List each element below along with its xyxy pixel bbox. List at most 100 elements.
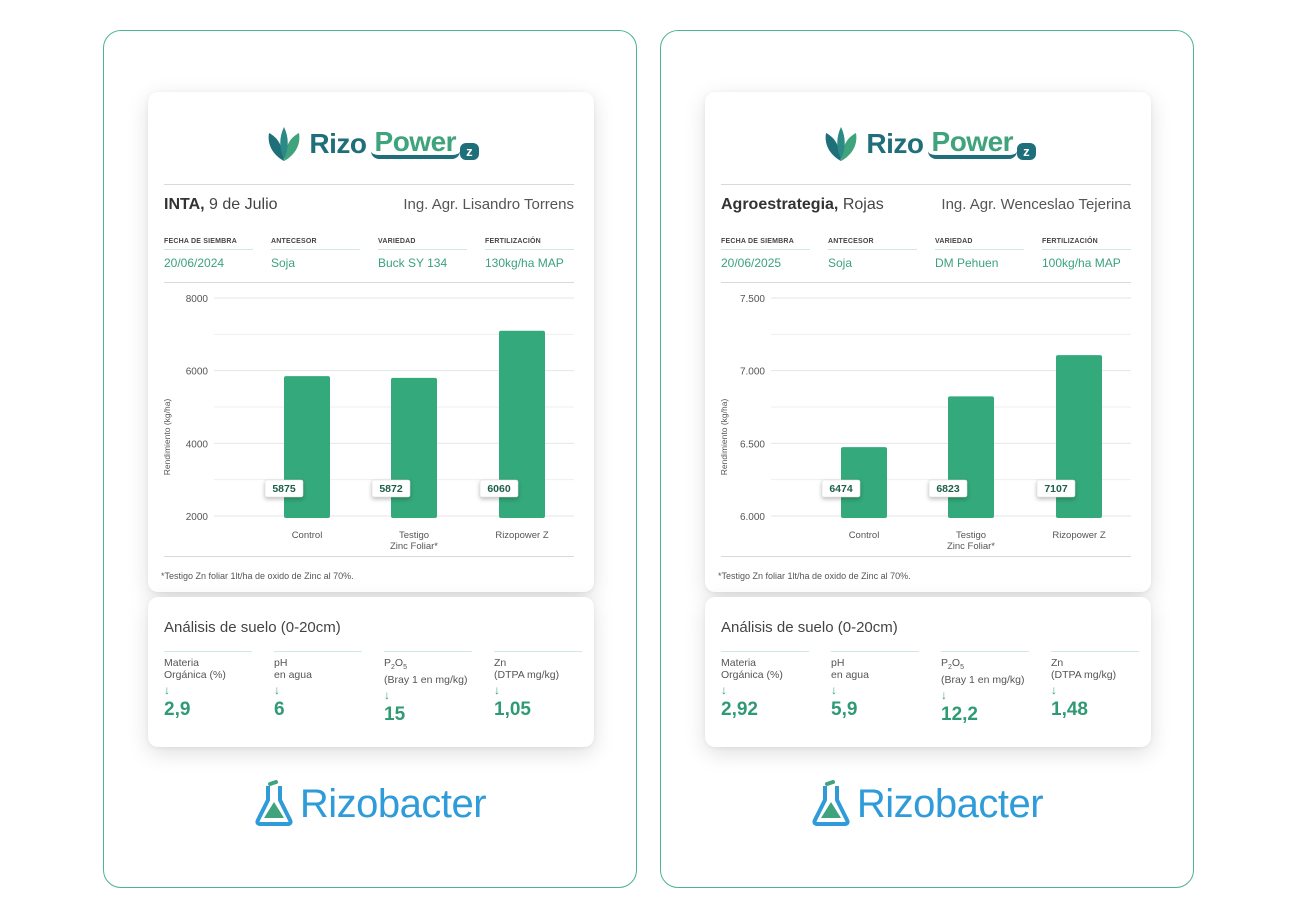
soil-analysis-card: Análisis de suelo (0-20cm) Materia Orgáni… bbox=[148, 597, 594, 747]
x-tick-label: Rizopower Z bbox=[495, 530, 549, 541]
soil-value: 15 bbox=[384, 704, 406, 726]
logo-badge-z: z bbox=[460, 142, 479, 160]
soil-label: Materia bbox=[164, 657, 200, 669]
meta-item: FECHA DE SIEMBRA 20/06/2025 bbox=[721, 238, 810, 282]
arrow-down-icon: ↓ bbox=[494, 683, 500, 697]
data-label: 6823 bbox=[936, 483, 960, 495]
meta-item: ANTECESOR Soja bbox=[828, 238, 917, 282]
data-label-box bbox=[928, 479, 968, 498]
soil-sublabel: en agua bbox=[274, 669, 312, 681]
brand-text: Rizobacter bbox=[299, 781, 487, 826]
soil-label: Zn bbox=[494, 657, 507, 669]
meta-label: VARIEDAD bbox=[378, 238, 467, 250]
soil-sublabel: (DTPA mg/kg) bbox=[1051, 669, 1117, 681]
y-axis-label: Rendimiento (kg/ha) bbox=[162, 399, 172, 476]
meta-value: Soja bbox=[828, 256, 853, 270]
y-axis-label: Rendimiento (kg/ha) bbox=[719, 399, 729, 476]
soil-sublabel: Orgánica (%) bbox=[721, 669, 783, 681]
soil-label: pH bbox=[274, 657, 288, 669]
meta-label: ANTECESOR bbox=[828, 238, 917, 250]
soil-label: Materia bbox=[721, 657, 757, 669]
flask-logo-icon bbox=[812, 780, 850, 826]
location-name: INTA, bbox=[164, 196, 205, 213]
meta-value: Buck SY 134 bbox=[378, 256, 448, 270]
soil-label: P2O5 bbox=[384, 657, 407, 672]
y-tick-label: 8000 bbox=[186, 294, 209, 305]
data-label: 6060 bbox=[487, 483, 511, 495]
soil-item: Zn (DTPA mg/kg) ↓ 1,48 bbox=[1051, 651, 1139, 726]
meta-item: FECHA DE SIEMBRA 20/06/2024 bbox=[164, 238, 253, 282]
soil-sublabel: Orgánica (%) bbox=[164, 669, 226, 681]
trial-card: Rizo Power z Agroestrategia, Rojas Ing. … bbox=[705, 92, 1151, 592]
location-name: Agroestrategia, bbox=[721, 196, 839, 213]
soil-value: 6 bbox=[274, 699, 285, 720]
chart-footnote: *Testigo Zn foliar 1lt/ha de oxido de Zi… bbox=[161, 571, 354, 581]
meta-item: FERTILIZACIÓN 130kg/ha MAP bbox=[485, 238, 574, 282]
soil-item: pH en agua ↓ 5,9 bbox=[831, 651, 919, 726]
soil-title: Análisis de suelo (0-20cm) bbox=[164, 619, 341, 636]
divider bbox=[164, 282, 574, 283]
meta-label: ANTECESOR bbox=[271, 238, 360, 250]
chart-footnote: *Testigo Zn foliar 1lt/ha de oxido de Zi… bbox=[718, 571, 911, 581]
meta-value: DM Pehuen bbox=[935, 256, 999, 270]
meta-item: VARIEDAD Buck SY 134 bbox=[378, 238, 467, 282]
y-tick-label: 7.000 bbox=[740, 367, 765, 378]
x-tick-label: Control bbox=[849, 530, 880, 541]
soil-sublabel: (Bray 1 en mg/kg) bbox=[384, 674, 468, 687]
location-row: Agroestrategia, Rojas Ing. Agr. Wencesla… bbox=[721, 196, 1131, 220]
soil-item: Zn (DTPA mg/kg) ↓ 1,05 bbox=[494, 651, 582, 726]
arrow-down-icon: ↓ bbox=[384, 688, 390, 703]
soil-value: 2,9 bbox=[164, 699, 191, 720]
brand-text: Rizobacter bbox=[856, 781, 1044, 826]
report-panel-1: Rizo Power z INTA, 9 de Julio Ing. Agr. … bbox=[103, 30, 637, 888]
rizobacter-brand: Rizobacter bbox=[104, 779, 636, 829]
trial-meta: FECHA DE SIEMBRA 20/06/2025 ANTECESOR Soja V… bbox=[721, 238, 1131, 282]
yield-bar-chart: 6.000 6.500 7.000 7.500 Rendimiento (kg/ha) 6… bbox=[719, 294, 1131, 552]
engineer-name: Ing. Agr. Wenceslao Tejerina bbox=[941, 196, 1131, 213]
meta-value: 20/06/2024 bbox=[164, 256, 225, 270]
data-label-box bbox=[264, 479, 304, 498]
data-label: 7107 bbox=[1044, 483, 1068, 495]
x-tick-label: Zinc Foliar* bbox=[947, 541, 995, 552]
soil-sublabel: en agua bbox=[831, 669, 869, 681]
bar bbox=[1056, 355, 1102, 518]
soil-value: 2,92 bbox=[721, 699, 758, 720]
x-tick-label: Testigo bbox=[956, 530, 986, 541]
y-tick-label: 6000 bbox=[186, 367, 209, 378]
meta-label: VARIEDAD bbox=[935, 238, 1024, 250]
soil-sublabel: (DTPA mg/kg) bbox=[494, 669, 560, 681]
rizopower-logo: Rizo Power z bbox=[148, 124, 594, 164]
logo-badge-z: z bbox=[1017, 142, 1036, 160]
location-city: Rojas bbox=[838, 196, 884, 213]
meta-label: FECHA DE SIEMBRA bbox=[721, 238, 810, 250]
meta-value: 20/06/2025 bbox=[721, 256, 782, 270]
rizobacter-brand: Rizobacter bbox=[661, 779, 1193, 829]
meta-value: 100kg/ha MAP bbox=[1042, 256, 1121, 270]
meta-label: FECHA DE SIEMBRA bbox=[164, 238, 253, 250]
trial-location: Agroestrategia, Rojas bbox=[721, 196, 884, 214]
trial-card: Rizo Power z INTA, 9 de Julio Ing. Agr. … bbox=[148, 92, 594, 592]
location-row: INTA, 9 de Julio Ing. Agr. Lisandro Torr… bbox=[164, 196, 574, 220]
x-tick-label: Zinc Foliar* bbox=[390, 541, 438, 552]
flask-logo-icon bbox=[255, 780, 293, 826]
data-label: 5872 bbox=[379, 483, 403, 495]
logo-text-rizo: Rizo bbox=[866, 128, 924, 159]
divider bbox=[721, 556, 1131, 557]
trial-location: INTA, 9 de Julio bbox=[164, 196, 278, 214]
soil-title: Análisis de suelo (0-20cm) bbox=[721, 619, 898, 636]
arrow-down-icon: ↓ bbox=[1051, 683, 1057, 697]
bar bbox=[841, 447, 887, 518]
x-tick-label: Control bbox=[292, 530, 323, 541]
data-label-box bbox=[1036, 479, 1076, 498]
y-tick-label: 6.000 bbox=[740, 512, 765, 523]
soil-sublabel: (Bray 1 en mg/kg) bbox=[941, 674, 1025, 687]
leaf-logo-icon bbox=[826, 127, 857, 161]
arrow-down-icon: ↓ bbox=[941, 688, 947, 703]
soil-columns: Materia Orgánica (%) ↓ 2,92 pH en agua ↓ 5,9 P2O… bbox=[721, 651, 1139, 726]
soil-item: Materia Orgánica (%) ↓ 2,92 bbox=[721, 651, 809, 726]
meta-item: VARIEDAD DM Pehuen bbox=[935, 238, 1024, 282]
soil-item: P2O5 (Bray 1 en mg/kg) ↓ 12,2 bbox=[941, 651, 1029, 726]
divider bbox=[164, 184, 574, 185]
meta-item: ANTECESOR Soja bbox=[271, 238, 360, 282]
divider bbox=[721, 184, 1131, 185]
